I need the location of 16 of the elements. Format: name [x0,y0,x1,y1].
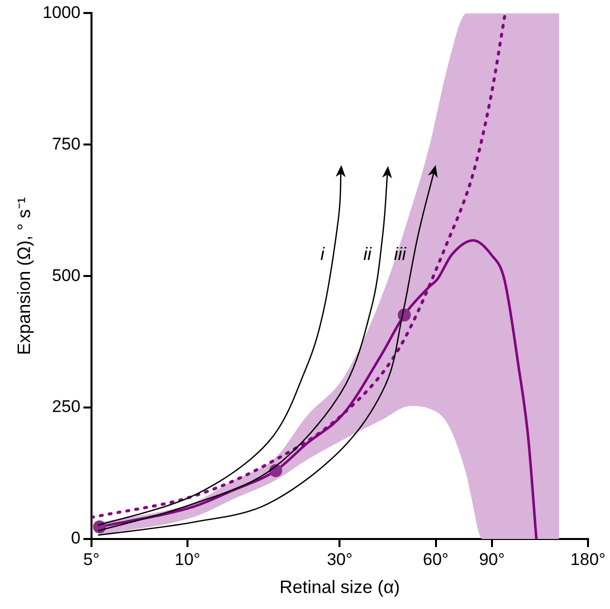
y-tick-label: 500 [52,266,80,285]
x-tick-label: 10° [174,550,200,569]
y-tick-label: 0 [70,528,80,548]
x-tick-label: 30° [326,550,353,569]
annotation: ii [363,244,372,264]
x-tick-label: 90° [479,550,505,569]
x-axis-title: Retinal size (α) [279,577,400,598]
x-tick-label: 180° [570,550,606,569]
y-tick-label: 250 [52,397,80,416]
annotation: iii [394,244,407,264]
x-tick-label: 5° [83,550,100,569]
y-tick-label: 1000 [42,2,80,22]
y-tick-label: 750 [52,134,80,154]
annotation: i [320,244,326,264]
x-tick-label: 60° [422,550,449,569]
y-axis-title: Expansion (Ω), ° s⁻¹ [14,197,34,355]
